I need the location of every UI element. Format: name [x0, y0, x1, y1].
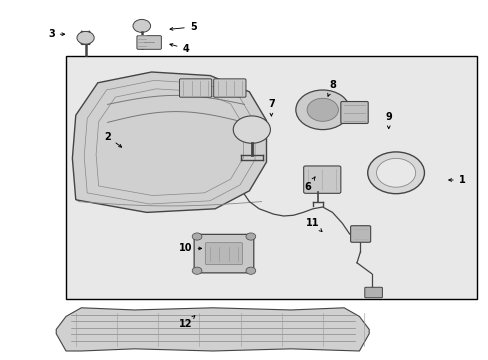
Circle shape — [376, 158, 415, 187]
FancyBboxPatch shape — [340, 102, 367, 123]
Circle shape — [233, 116, 270, 143]
FancyBboxPatch shape — [213, 79, 245, 97]
FancyBboxPatch shape — [194, 234, 253, 273]
Circle shape — [77, 31, 94, 44]
Circle shape — [192, 267, 202, 274]
PathPatch shape — [72, 72, 266, 212]
Text: 6: 6 — [304, 177, 314, 192]
Text: 5: 5 — [170, 22, 196, 32]
FancyBboxPatch shape — [350, 226, 370, 242]
Circle shape — [367, 152, 424, 194]
Text: 11: 11 — [305, 218, 321, 231]
Text: 12: 12 — [179, 316, 194, 329]
Text: 3: 3 — [48, 29, 64, 39]
FancyBboxPatch shape — [303, 166, 340, 193]
FancyBboxPatch shape — [205, 243, 242, 265]
Text: 4: 4 — [169, 44, 189, 54]
Text: 7: 7 — [267, 99, 274, 116]
FancyBboxPatch shape — [179, 79, 211, 97]
Circle shape — [295, 90, 349, 130]
Circle shape — [245, 233, 255, 240]
Text: 10: 10 — [179, 243, 201, 253]
Circle shape — [133, 19, 150, 32]
Text: 2: 2 — [104, 132, 122, 147]
Text: 9: 9 — [385, 112, 391, 129]
Polygon shape — [56, 308, 368, 351]
FancyBboxPatch shape — [137, 36, 161, 49]
Circle shape — [245, 267, 255, 274]
Circle shape — [192, 233, 202, 240]
FancyBboxPatch shape — [364, 287, 382, 298]
Bar — [66, 56, 476, 299]
Text: 1: 1 — [448, 175, 465, 185]
Text: 8: 8 — [327, 80, 335, 96]
Circle shape — [306, 98, 338, 121]
